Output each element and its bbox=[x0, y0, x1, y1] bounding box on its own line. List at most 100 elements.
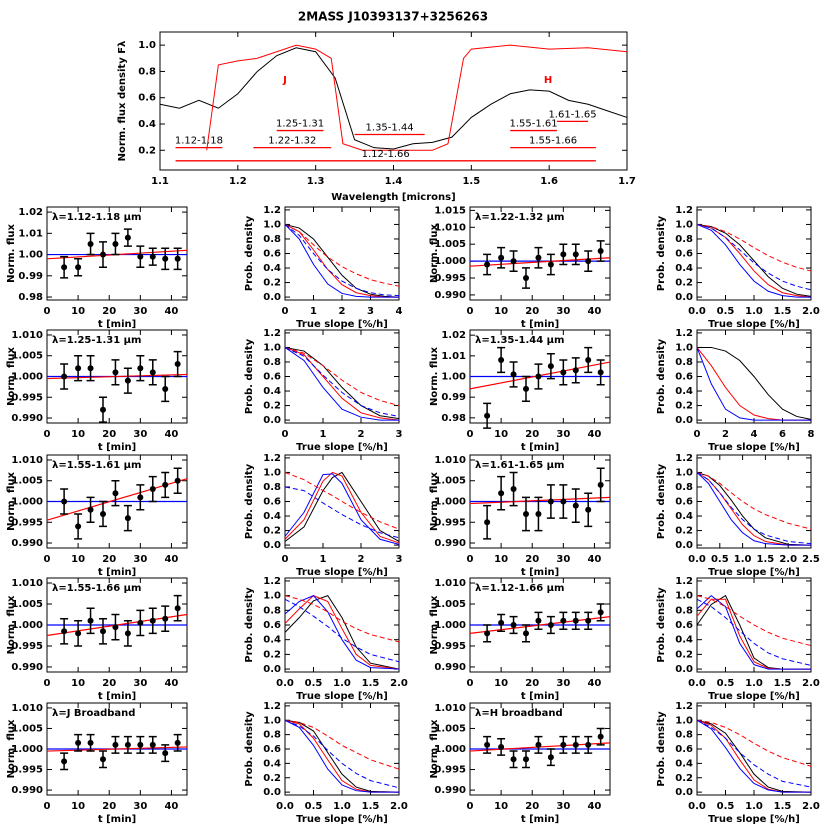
y-tick-label: 1.01 bbox=[18, 228, 43, 239]
x-tick-label: 0 bbox=[44, 801, 51, 812]
y-tick-label: 0.99 bbox=[441, 392, 466, 403]
y-tick-label: 0.2 bbox=[263, 401, 281, 412]
y-tick-label: 0.2 bbox=[675, 401, 693, 412]
y-tick-label: 0.0 bbox=[675, 787, 693, 798]
y-tick-label: 0.4 bbox=[138, 119, 156, 130]
data-point bbox=[523, 385, 529, 392]
y-axis-label: Norm. flux bbox=[6, 719, 17, 778]
y-tick-label: 0.6 bbox=[138, 93, 156, 104]
density-line bbox=[696, 223, 812, 272]
data-point bbox=[112, 369, 119, 376]
data-point bbox=[100, 628, 106, 635]
y-tick-label: 0.990 bbox=[11, 538, 43, 549]
x-tick-label: 1 bbox=[320, 554, 327, 565]
y-axis-label: Norm. flux bbox=[429, 719, 440, 778]
x-tick-label: 0.5 bbox=[717, 801, 735, 812]
y-tick-label: 0.2 bbox=[675, 649, 693, 660]
data-point bbox=[498, 743, 505, 750]
annotation: H bbox=[544, 75, 552, 86]
y-tick-label: 0.4 bbox=[263, 386, 281, 397]
y-tick-label: 1.00 bbox=[441, 372, 466, 383]
y-tick-label: 0.0 bbox=[675, 415, 693, 426]
density-line bbox=[696, 594, 811, 670]
x-tick-label: 40 bbox=[164, 429, 178, 440]
x-tick-label: 10 bbox=[494, 801, 508, 812]
x-tick-label: 0.5 bbox=[717, 678, 735, 689]
y-tick-label: 1.005 bbox=[434, 239, 466, 250]
data-point bbox=[61, 628, 68, 635]
y-tick-label: 0.8 bbox=[675, 234, 693, 245]
density-line bbox=[284, 346, 400, 407]
y-tick-label: 0.6 bbox=[263, 249, 281, 260]
x-tick-label: 40 bbox=[587, 554, 601, 565]
band-label: 1.61-1.65 bbox=[548, 109, 596, 120]
data-point bbox=[572, 617, 579, 624]
y-tick-label: 0.995 bbox=[434, 641, 466, 652]
x-tick-label: 20 bbox=[525, 554, 539, 565]
x-tick-label: 2.0 bbox=[390, 801, 408, 812]
x-axis-label: True slope [%/h] bbox=[296, 691, 388, 702]
x-tick-label: 10 bbox=[71, 801, 85, 812]
y-axis-label: Prob. density bbox=[656, 338, 667, 414]
x-tick-label: 20 bbox=[525, 801, 539, 812]
x-tick-label: 40 bbox=[164, 554, 178, 565]
panel-label: λ=1.55-1.66 μm bbox=[52, 583, 141, 594]
y-axis-label: Prob. density bbox=[656, 463, 667, 539]
data-point bbox=[100, 406, 106, 413]
x-tick-label: 0 bbox=[467, 306, 474, 317]
x-axis-label: t [min] bbox=[98, 567, 136, 578]
data-point bbox=[535, 741, 542, 748]
data-point bbox=[61, 758, 68, 765]
y-tick-label: 0.4 bbox=[675, 758, 693, 769]
plot-frame bbox=[284, 206, 400, 301]
y-tick-label: 1.015 bbox=[434, 205, 466, 216]
data-point bbox=[174, 477, 181, 484]
y-tick-label: 0.995 bbox=[11, 765, 43, 776]
x-axis-label: True slope [%/h] bbox=[296, 814, 388, 825]
x-tick-label: 0 bbox=[467, 429, 474, 440]
x-tick-label: 2.0 bbox=[779, 554, 797, 565]
y-tick-label: 1.010 bbox=[434, 455, 466, 466]
y-tick-label: 1.2 bbox=[263, 328, 281, 339]
density-line bbox=[284, 719, 400, 789]
x-axis-label: True slope [%/h] bbox=[296, 567, 388, 578]
x-tick-label: 0 bbox=[282, 429, 289, 440]
data-point bbox=[124, 234, 131, 241]
data-point bbox=[75, 365, 82, 372]
x-tick-label: 2.0 bbox=[802, 678, 820, 689]
data-point bbox=[137, 741, 144, 748]
panel-label: λ=1.25-1.31 μm bbox=[52, 335, 141, 346]
data-point bbox=[535, 254, 542, 261]
data-point bbox=[149, 369, 156, 376]
x-tick-label: 10 bbox=[71, 306, 85, 317]
density-line bbox=[284, 471, 400, 530]
x-tick-label: 40 bbox=[164, 801, 178, 812]
data-point bbox=[162, 255, 169, 262]
data-point bbox=[124, 741, 131, 748]
y-tick-label: 1.000 bbox=[434, 497, 466, 508]
x-axis-label: True slope [%/h] bbox=[296, 442, 388, 453]
x-tick-label: 1 bbox=[320, 429, 327, 440]
x-tick-label: 0.0 bbox=[688, 678, 706, 689]
y-tick-label: 1.02 bbox=[441, 330, 466, 341]
y-axis-label: Norm. flux bbox=[6, 595, 17, 654]
y-tick-label: 0.995 bbox=[434, 273, 466, 284]
y-tick-label: 0.990 bbox=[434, 785, 466, 796]
x-tick-label: 1.5 bbox=[774, 306, 792, 317]
y-tick-label: 1.0 bbox=[138, 40, 156, 51]
y-tick-label: 0.2 bbox=[675, 526, 693, 537]
data-point bbox=[510, 486, 517, 493]
x-tick-label: 30 bbox=[556, 429, 570, 440]
y-tick-label: 0.6 bbox=[675, 620, 693, 631]
y-tick-label: 1.2 bbox=[263, 576, 281, 587]
band-label: 1.55-1.66 bbox=[529, 136, 577, 147]
y-axis-label: Norm. flux bbox=[429, 472, 440, 531]
y-tick-label: 1.02 bbox=[18, 207, 43, 218]
data-point bbox=[484, 630, 491, 637]
y-tick-label: 1.010 bbox=[11, 455, 43, 466]
y-tick-label: 0.4 bbox=[263, 635, 281, 646]
x-tick-label: 10 bbox=[71, 678, 85, 689]
y-tick-label: 0.2 bbox=[263, 526, 281, 537]
y-tick-label: 1.010 bbox=[434, 222, 466, 233]
density-line bbox=[284, 719, 399, 793]
